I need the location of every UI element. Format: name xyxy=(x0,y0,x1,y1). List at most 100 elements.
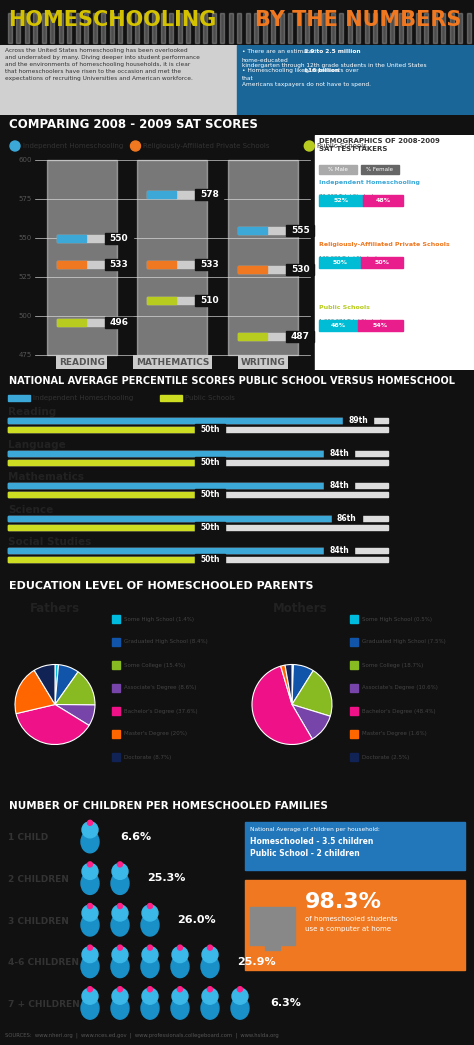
Text: 26.0%: 26.0% xyxy=(177,915,215,925)
Text: Doctorate (2.5%): Doctorate (2.5%) xyxy=(362,754,409,760)
Bar xyxy=(286,331,314,342)
Text: that
Americans taxpayers do not have to spend.: that Americans taxpayers do not have to … xyxy=(242,76,371,88)
Text: 84th: 84th xyxy=(329,547,349,555)
Text: 1 CHILD: 1 CHILD xyxy=(8,833,48,842)
Bar xyxy=(433,13,437,43)
Text: use a computer at home: use a computer at home xyxy=(305,926,391,932)
Text: 84th: 84th xyxy=(329,481,349,490)
Bar xyxy=(57,261,86,268)
Text: • There are an estimated: • There are an estimated xyxy=(242,49,319,54)
Text: 25.9%: 25.9% xyxy=(237,956,275,967)
Text: 555: 555 xyxy=(291,226,310,235)
Bar xyxy=(8,492,388,497)
Bar xyxy=(263,13,267,43)
Text: 550: 550 xyxy=(19,235,32,241)
Bar xyxy=(161,13,165,43)
Text: Science: Science xyxy=(8,505,53,515)
Ellipse shape xyxy=(141,914,159,936)
Bar xyxy=(238,227,288,234)
Bar xyxy=(350,707,358,715)
Bar xyxy=(25,13,29,43)
Text: 533: 533 xyxy=(200,260,219,269)
Text: home-educated
kindergarten through 12th grade students in the United States: home-educated kindergarten through 12th … xyxy=(242,57,427,68)
Wedge shape xyxy=(292,704,330,739)
Bar xyxy=(101,13,106,43)
Text: 84th: 84th xyxy=(329,448,349,458)
Bar xyxy=(235,954,277,970)
Bar xyxy=(147,191,198,198)
Text: • Homeschooling likely represents over: • Homeschooling likely represents over xyxy=(242,68,361,73)
Bar xyxy=(255,13,258,43)
Bar xyxy=(416,13,420,43)
Circle shape xyxy=(177,945,182,950)
Ellipse shape xyxy=(171,997,189,1019)
Wedge shape xyxy=(55,672,95,705)
Wedge shape xyxy=(34,665,55,704)
Bar xyxy=(147,261,176,268)
Bar xyxy=(17,13,20,43)
Text: 50th: 50th xyxy=(200,555,220,564)
Ellipse shape xyxy=(231,997,249,1019)
Text: 600: 600 xyxy=(18,157,32,163)
Bar xyxy=(350,753,358,761)
Text: Doctorate (8.7%): Doctorate (8.7%) xyxy=(124,754,171,760)
Wedge shape xyxy=(281,665,292,704)
Bar xyxy=(361,257,403,268)
Text: 475: 475 xyxy=(19,352,32,358)
Bar xyxy=(356,13,361,43)
Bar xyxy=(8,525,198,530)
Bar xyxy=(147,191,176,198)
Bar xyxy=(195,424,225,435)
Bar xyxy=(170,13,173,43)
Circle shape xyxy=(142,989,158,1004)
Bar xyxy=(286,263,314,275)
Bar xyxy=(245,822,465,870)
Bar xyxy=(153,13,156,43)
Bar xyxy=(220,13,225,43)
Ellipse shape xyxy=(171,955,189,978)
Text: 496: 496 xyxy=(109,318,128,327)
Bar xyxy=(229,13,233,43)
Bar xyxy=(343,415,373,426)
Bar xyxy=(93,13,97,43)
Text: Master's Degree (1.6%): Master's Degree (1.6%) xyxy=(362,732,427,737)
Bar xyxy=(112,638,120,646)
Bar xyxy=(34,13,37,43)
Wedge shape xyxy=(292,665,293,704)
Bar xyxy=(319,195,363,206)
Text: HOMESCHOOLING: HOMESCHOOLING xyxy=(8,10,216,30)
Text: Public Schools: Public Schools xyxy=(185,395,235,401)
Circle shape xyxy=(88,820,92,826)
Text: 54%: 54% xyxy=(373,323,388,328)
Bar xyxy=(319,320,358,331)
Bar xyxy=(8,557,198,562)
Bar xyxy=(391,13,394,43)
Bar xyxy=(374,13,377,43)
Text: Bachelor's Degree (37.6%): Bachelor's Degree (37.6%) xyxy=(124,709,198,714)
Bar xyxy=(306,13,310,43)
Bar xyxy=(112,730,120,738)
Wedge shape xyxy=(15,670,55,714)
Text: 1,093,374 Total Students: 1,093,374 Total Students xyxy=(319,319,385,324)
Circle shape xyxy=(112,989,128,1004)
Text: 4-6 CHILDREN: 4-6 CHILDREN xyxy=(8,958,79,967)
Bar xyxy=(8,395,30,401)
Ellipse shape xyxy=(111,873,129,895)
Text: Across the United States homeschooling has been overlooked
and underrated by man: Across the United States homeschooling h… xyxy=(5,48,200,82)
Bar xyxy=(57,261,107,268)
Text: 6.3%: 6.3% xyxy=(271,998,301,1008)
Bar xyxy=(361,165,399,175)
Text: Religiously-Affiliated Private Schools: Religiously-Affiliated Private Schools xyxy=(144,143,270,149)
Bar xyxy=(8,549,388,554)
Bar xyxy=(8,483,327,488)
Text: 50th: 50th xyxy=(200,425,220,434)
Bar xyxy=(195,189,224,200)
Circle shape xyxy=(118,904,122,908)
Text: Some College (18.7%): Some College (18.7%) xyxy=(362,663,423,668)
Ellipse shape xyxy=(81,914,99,936)
Ellipse shape xyxy=(81,997,99,1019)
Text: Independent Homeschooling: Independent Homeschooling xyxy=(33,395,133,401)
Circle shape xyxy=(147,904,153,908)
Bar xyxy=(76,13,80,43)
Text: Master's Degree (20%): Master's Degree (20%) xyxy=(124,732,187,737)
